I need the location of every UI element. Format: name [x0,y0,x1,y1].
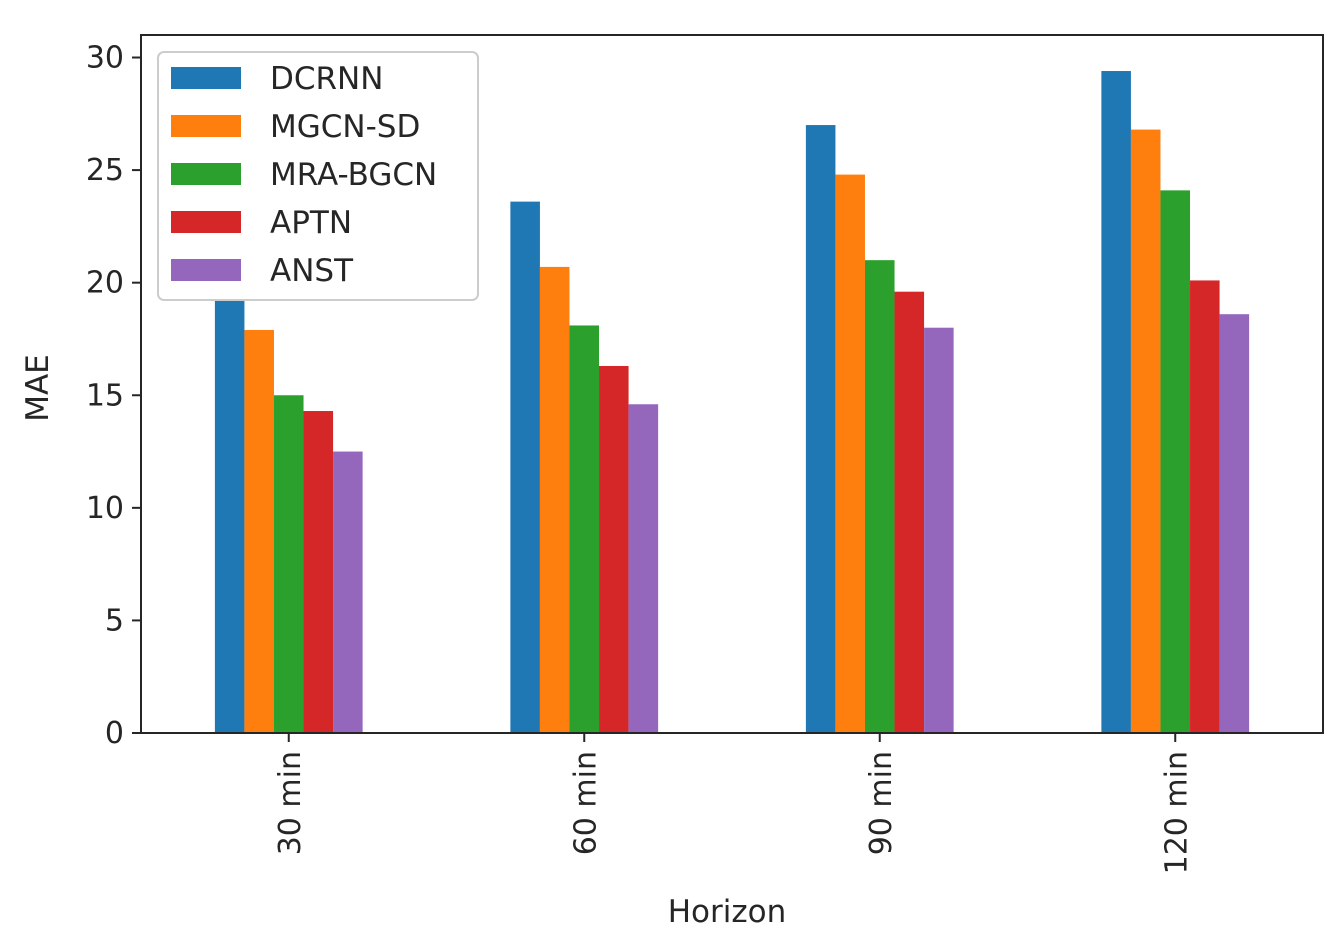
bar-mgcn-sd-90-min [835,174,865,734]
bar-mgcn-sd-120-min [1130,129,1161,733]
x-axis: 30 min 60 min 90 min 120 min [273,733,1194,874]
legend: DCRNN MGCN-SD MRA-BGCN APTN ANST [157,51,479,301]
bar-mra-bgcn-30-min [273,395,304,733]
x-tick-label-90-min: 90 min [864,751,899,855]
bar-dcrnn-90-min [805,125,836,733]
legend-label-dcrnn: DCRNN [270,61,383,97]
bar-anst-60-min [628,404,659,733]
y-tick-label: 15 [86,378,124,413]
bar-mra-bgcn-90-min [864,260,895,733]
legend-label-anst: ANST [270,253,354,289]
legend-swatch-anst [171,259,241,281]
bar-anst-120-min [1219,314,1250,733]
legend-swatch-aptn [171,211,241,233]
legend-swatch-mgcn-sd [171,115,241,137]
bar-aptn-60-min [599,365,629,733]
bar-dcrnn-60-min [510,201,540,733]
bar-mra-bgcn-120-min [1160,190,1191,734]
x-tick-label-120-min: 120 min [1159,751,1194,874]
y-tick-label: 0 [105,716,124,751]
legend-label-mgcn-sd: MGCN-SD [270,109,420,145]
y-tick-label: 30 [86,41,124,76]
legend-label-mra-bgcn: MRA-BGCN [270,157,437,193]
y-tick-label: 20 [86,266,124,301]
bar-mra-bgcn-60-min [569,325,600,733]
bar-anst-90-min [924,327,954,733]
y-tick-label: 10 [86,491,124,526]
bar-aptn-120-min [1190,280,1220,733]
bar-dcrnn-30-min [214,300,245,733]
x-tick-label-60-min: 60 min [568,751,603,855]
bar-anst-30-min [333,451,363,733]
y-axis: 0 5 10 15 20 25 30 [86,41,141,751]
y-axis-label: MAE [20,354,56,422]
bar-aptn-90-min [894,291,925,733]
bars-group [214,71,1250,734]
y-tick-label: 5 [105,603,124,638]
legend-swatch-mra-bgcn [171,163,241,185]
legend-swatch-dcrnn [171,67,241,89]
bar-mgcn-sd-60-min [539,266,570,733]
bar-aptn-30-min [303,411,334,733]
plot-frame [140,34,1324,734]
legend-frame [157,51,479,301]
x-tick-label-30-min: 30 min [273,751,308,855]
legend-label-aptn: APTN [270,205,352,241]
y-tick-label: 25 [86,153,124,188]
x-axis-label: Horizon [668,894,787,930]
bar-dcrnn-120-min [1101,71,1131,733]
bar-mgcn-sd-30-min [244,329,274,733]
